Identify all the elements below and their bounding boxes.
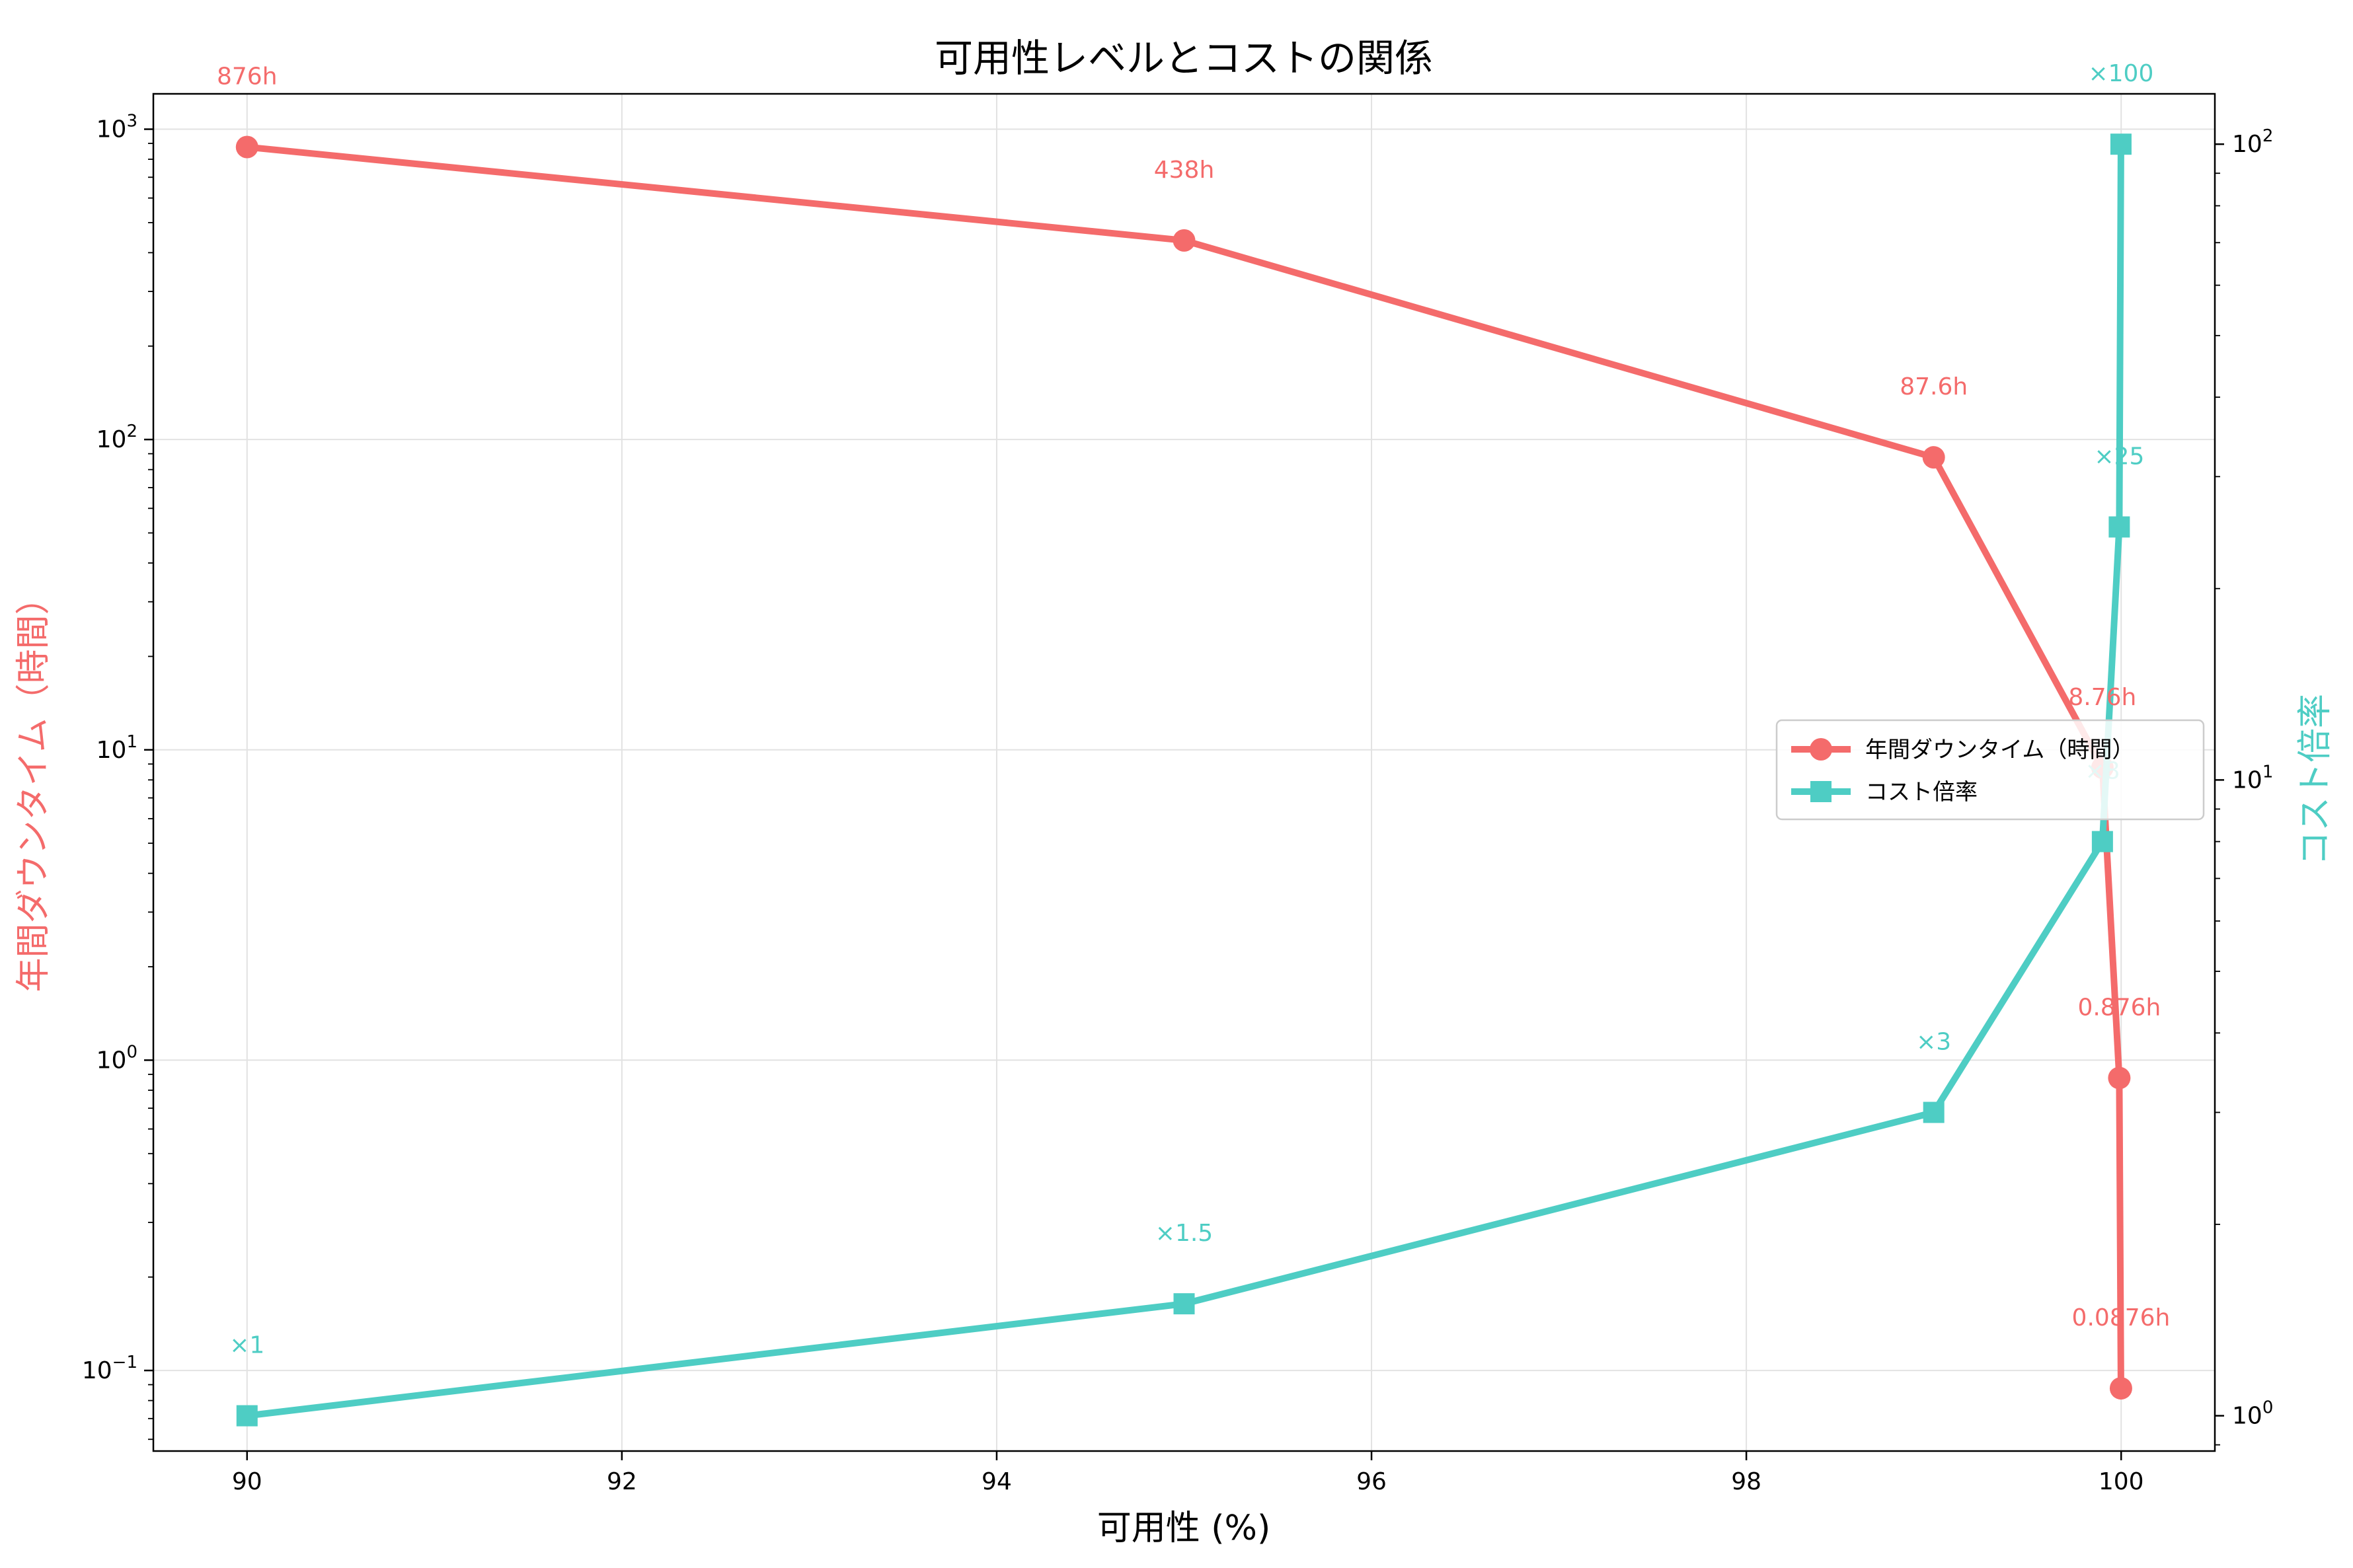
legend-marker bbox=[1810, 738, 1832, 761]
y-left-tick-label: 103 bbox=[96, 112, 137, 143]
cost-point bbox=[1923, 1101, 1945, 1123]
x-tick-label: 96 bbox=[1356, 1468, 1387, 1495]
downtime-data-label: 87.6h bbox=[1900, 373, 1968, 400]
cost-point bbox=[2110, 133, 2132, 155]
cost-data-label: ×100 bbox=[2088, 60, 2153, 87]
y-axis-left-label: 年間ダウンタイム（時間） bbox=[14, 581, 54, 992]
x-tick-label: 92 bbox=[607, 1468, 637, 1495]
y-axis-right-label: コスト倍率 bbox=[2295, 694, 2335, 866]
downtime-point bbox=[235, 135, 258, 159]
y-left-tick-label: 102 bbox=[96, 422, 137, 453]
y-left-tick-label: 100 bbox=[96, 1042, 137, 1074]
x-tick-label: 94 bbox=[982, 1468, 1012, 1495]
downtime-data-label: 876h bbox=[217, 63, 278, 91]
y-left-tick-label: 10−1 bbox=[82, 1353, 137, 1384]
x-tick-label: 100 bbox=[2099, 1468, 2144, 1495]
cost-point bbox=[2091, 831, 2113, 852]
data-label-layer: 876h 438h 87.6h 8.76h 0.876h 0.0876h ×1 ×1.5 ×3 ×… bbox=[217, 60, 2170, 1359]
downtime-point bbox=[2109, 1377, 2132, 1400]
series-layer bbox=[235, 133, 2132, 1427]
legend-label: コスト倍率 bbox=[1865, 779, 1978, 805]
legend-label: 年間ダウンタイム（時間） bbox=[1865, 737, 2134, 763]
x-axis-label: 可用性 (%) bbox=[1097, 1509, 1271, 1548]
x-tick-label: 90 bbox=[232, 1468, 262, 1495]
cost-data-label: ×3 bbox=[1916, 1028, 1951, 1055]
cost-point bbox=[2108, 516, 2130, 538]
y-left-tick-label: 101 bbox=[96, 732, 137, 764]
legend-marker bbox=[1810, 781, 1832, 802]
downtime-point bbox=[1173, 229, 1196, 252]
y-right-tick-label: 102 bbox=[2232, 126, 2273, 158]
cost-point bbox=[236, 1405, 258, 1427]
cost-point bbox=[1173, 1293, 1195, 1315]
legend-box bbox=[1775, 719, 2205, 821]
axes-layer: 90 92 94 96 98 100 10−1 100 101 102 103 100 101 102 bbox=[82, 93, 2273, 1495]
x-tick-label: 98 bbox=[1731, 1468, 1761, 1495]
downtime-data-label: 8.76h bbox=[2068, 684, 2136, 711]
y-right-tick-label: 101 bbox=[2232, 762, 2273, 794]
downtime-data-label: 0.0876h bbox=[2072, 1304, 2171, 1331]
downtime-series-line bbox=[247, 143, 2124, 1389]
legend: 年間ダウンタイム（時間） コスト倍率 bbox=[1775, 719, 2205, 821]
cost-data-label: ×1.5 bbox=[1155, 1220, 1213, 1247]
downtime-point bbox=[2108, 1066, 2131, 1090]
chart-title: 可用性レベルとコストの関係 bbox=[935, 36, 1433, 81]
cost-series-line bbox=[247, 144, 2124, 1419]
y-right-tick-label: 100 bbox=[2232, 1398, 2273, 1430]
plot-frame bbox=[152, 93, 2216, 1452]
cost-data-label: ×1 bbox=[229, 1332, 264, 1359]
downtime-data-label: 0.876h bbox=[2077, 994, 2161, 1021]
downtime-data-label: 438h bbox=[1154, 157, 1215, 184]
cost-data-label: ×25 bbox=[2094, 443, 2144, 470]
downtime-point bbox=[1922, 446, 1945, 469]
